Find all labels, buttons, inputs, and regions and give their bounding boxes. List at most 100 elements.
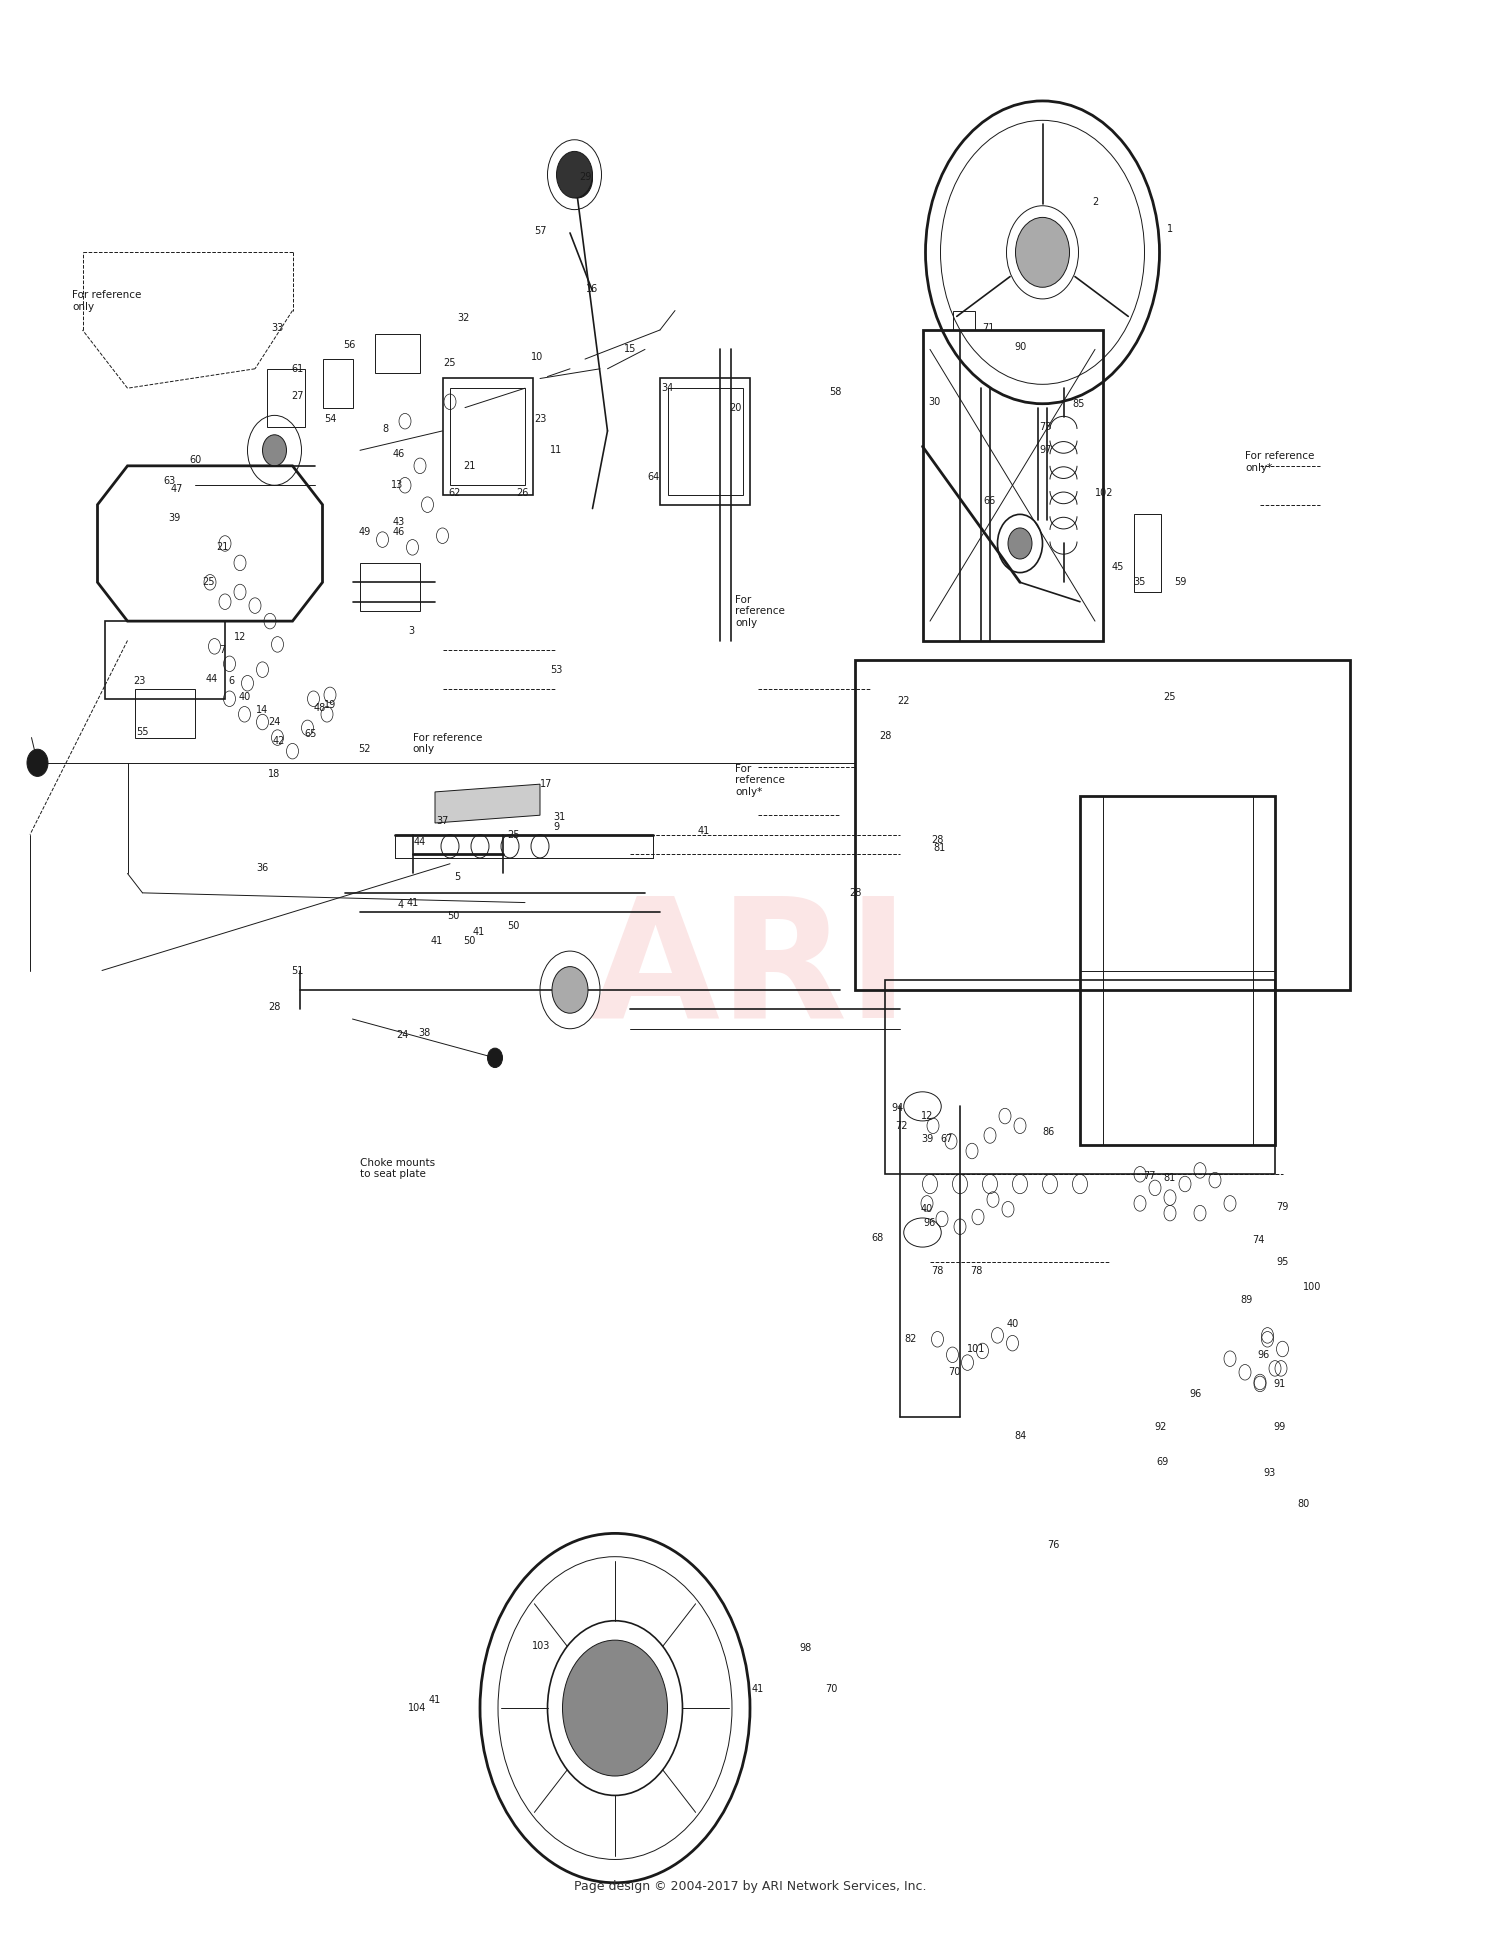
- Circle shape: [562, 159, 592, 198]
- Text: 34: 34: [662, 382, 674, 394]
- Text: For reference
only: For reference only: [413, 732, 482, 755]
- Text: 102: 102: [1095, 487, 1113, 499]
- Text: 50: 50: [464, 936, 476, 947]
- Text: 39: 39: [168, 512, 180, 524]
- Text: 71: 71: [982, 322, 994, 334]
- Text: 40: 40: [1007, 1318, 1019, 1330]
- Text: 67: 67: [940, 1134, 952, 1145]
- Text: 28: 28: [268, 1002, 280, 1013]
- Text: 15: 15: [624, 344, 636, 355]
- Text: 7: 7: [219, 644, 225, 656]
- Text: 72: 72: [896, 1120, 908, 1132]
- Bar: [322, 359, 352, 408]
- Text: 91: 91: [1274, 1378, 1286, 1390]
- Text: 74: 74: [1252, 1234, 1264, 1246]
- Text: 66: 66: [984, 495, 996, 507]
- Circle shape: [556, 151, 592, 198]
- Text: For
reference
only*: For reference only*: [735, 763, 784, 798]
- Circle shape: [552, 967, 588, 1013]
- Text: 85: 85: [1072, 398, 1084, 410]
- Text: 70: 70: [948, 1366, 960, 1378]
- Text: 18: 18: [268, 769, 280, 780]
- Text: 50: 50: [507, 920, 519, 932]
- Bar: [267, 369, 305, 427]
- Text: 32: 32: [458, 313, 470, 324]
- Text: 57: 57: [534, 225, 546, 237]
- Text: 17: 17: [540, 778, 552, 790]
- Text: 46: 46: [393, 448, 405, 460]
- Text: 81: 81: [933, 842, 945, 854]
- Text: 44: 44: [206, 674, 218, 685]
- Text: 28: 28: [879, 730, 891, 741]
- Text: 39: 39: [921, 1134, 933, 1145]
- Text: 25: 25: [444, 357, 456, 369]
- Text: 38: 38: [419, 1027, 430, 1038]
- Text: 76: 76: [1047, 1539, 1059, 1551]
- Text: 63: 63: [164, 476, 176, 487]
- Text: 78: 78: [932, 1266, 944, 1277]
- Circle shape: [562, 1640, 668, 1776]
- Bar: [1080, 796, 1275, 1145]
- Bar: [450, 388, 525, 485]
- Text: 13: 13: [392, 479, 404, 491]
- Text: 10: 10: [531, 351, 543, 363]
- Text: 6: 6: [228, 675, 234, 687]
- Text: 59: 59: [1174, 576, 1186, 588]
- Text: 35: 35: [1134, 576, 1146, 588]
- Text: 24: 24: [268, 716, 280, 728]
- Text: 54: 54: [324, 413, 336, 425]
- Text: Choke mounts
to seat plate: Choke mounts to seat plate: [360, 1157, 435, 1180]
- Text: 5: 5: [454, 872, 460, 883]
- Text: 82: 82: [904, 1333, 916, 1345]
- Text: 84: 84: [1014, 1431, 1026, 1442]
- Text: 40: 40: [921, 1203, 933, 1215]
- Bar: [1134, 514, 1161, 592]
- Text: 29: 29: [579, 171, 591, 182]
- Text: 4: 4: [398, 899, 404, 910]
- Text: 24: 24: [396, 1029, 408, 1040]
- Text: 60: 60: [189, 454, 201, 466]
- Text: 62: 62: [448, 487, 460, 499]
- Text: 64: 64: [648, 472, 660, 483]
- Text: 95: 95: [1276, 1256, 1288, 1267]
- Text: 98: 98: [800, 1642, 812, 1654]
- Text: 79: 79: [1276, 1201, 1288, 1213]
- Text: For reference
only: For reference only: [72, 289, 141, 313]
- Text: 41: 41: [752, 1683, 764, 1694]
- Text: 12: 12: [234, 631, 246, 642]
- Text: 61: 61: [291, 363, 303, 375]
- Text: 41: 41: [698, 825, 709, 837]
- Text: 94: 94: [891, 1102, 903, 1114]
- Text: 100: 100: [1304, 1281, 1322, 1293]
- Circle shape: [1008, 528, 1032, 559]
- Text: 52: 52: [358, 743, 370, 755]
- Text: 41: 41: [429, 1694, 441, 1706]
- Text: 45: 45: [1112, 561, 1124, 573]
- Text: 23: 23: [134, 675, 146, 687]
- Text: 51: 51: [291, 965, 303, 976]
- Bar: [105, 621, 225, 699]
- Text: 33: 33: [272, 322, 284, 334]
- Text: 25: 25: [507, 829, 519, 840]
- Text: 99: 99: [1274, 1421, 1286, 1432]
- Text: 28: 28: [932, 835, 944, 846]
- Text: 27: 27: [291, 390, 303, 402]
- Text: For reference
only*: For reference only*: [1245, 450, 1314, 474]
- Bar: [668, 388, 742, 495]
- Text: 36: 36: [256, 862, 268, 873]
- Text: For
reference
only: For reference only: [735, 594, 784, 629]
- Bar: [442, 378, 532, 495]
- Bar: [135, 689, 195, 738]
- Text: 96: 96: [1190, 1388, 1202, 1399]
- Text: 56: 56: [344, 340, 355, 351]
- Text: 69: 69: [1156, 1456, 1168, 1467]
- Text: 50: 50: [447, 910, 459, 922]
- Bar: [360, 563, 420, 611]
- Text: 49: 49: [358, 526, 370, 538]
- Text: 53: 53: [550, 664, 562, 675]
- Text: 90: 90: [1014, 342, 1026, 353]
- Text: 46: 46: [393, 526, 405, 538]
- Text: 55: 55: [136, 726, 148, 738]
- Text: 22: 22: [897, 695, 909, 707]
- Bar: [660, 378, 750, 505]
